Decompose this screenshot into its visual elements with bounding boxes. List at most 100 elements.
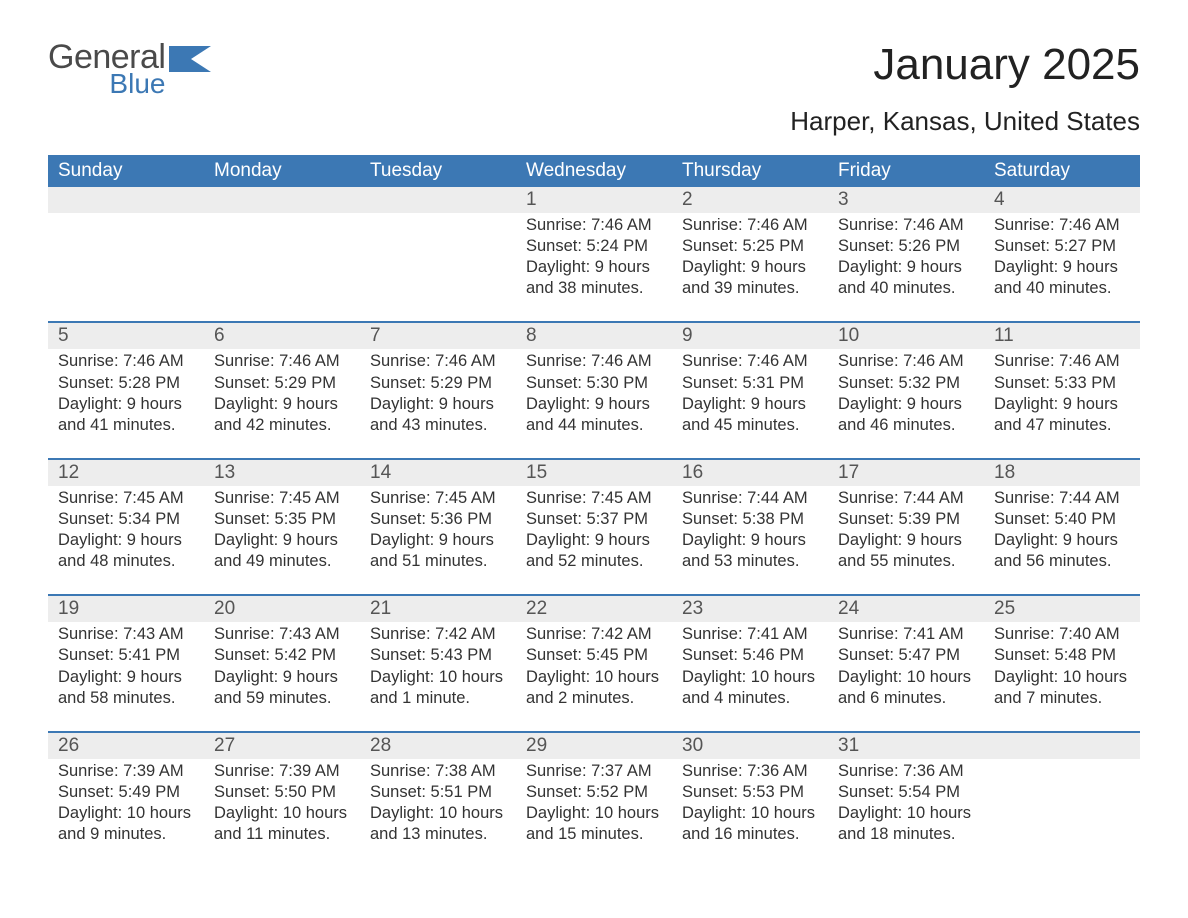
calendar-day: 15Sunrise: 7:45 AMSunset: 5:37 PMDayligh… [516, 459, 672, 595]
sunrise-line: Sunrise: 7:44 AM [682, 488, 818, 509]
sunrise-line: Sunrise: 7:44 AM [838, 488, 974, 509]
calendar-day: 23Sunrise: 7:41 AMSunset: 5:46 PMDayligh… [672, 595, 828, 731]
daylight-line: Daylight: 9 hours and 43 minutes. [370, 394, 506, 436]
sunset-line: Sunset: 5:54 PM [838, 782, 974, 803]
day-body: Sunrise: 7:43 AMSunset: 5:41 PMDaylight:… [48, 622, 204, 730]
sunset-line: Sunset: 5:39 PM [838, 509, 974, 530]
daylight-line: Daylight: 10 hours and 7 minutes. [994, 667, 1130, 709]
day-number: 13 [204, 460, 360, 486]
sunrise-line: Sunrise: 7:37 AM [526, 761, 662, 782]
weekday-header: Tuesday [360, 155, 516, 187]
day-number: 12 [48, 460, 204, 486]
day-body: Sunrise: 7:44 AMSunset: 5:40 PMDaylight:… [984, 486, 1140, 594]
daylight-line: Daylight: 9 hours and 42 minutes. [214, 394, 350, 436]
daylight-line: Daylight: 10 hours and 4 minutes. [682, 667, 818, 709]
day-number: 5 [48, 323, 204, 349]
location-subtitle: Harper, Kansas, United States [48, 106, 1140, 137]
sunset-line: Sunset: 5:38 PM [682, 509, 818, 530]
calendar-day: 24Sunrise: 7:41 AMSunset: 5:47 PMDayligh… [828, 595, 984, 731]
sunset-line: Sunset: 5:50 PM [214, 782, 350, 803]
day-number: 22 [516, 596, 672, 622]
day-number: 24 [828, 596, 984, 622]
day-number [360, 187, 516, 213]
calendar-day: 18Sunrise: 7:44 AMSunset: 5:40 PMDayligh… [984, 459, 1140, 595]
daylight-line: Daylight: 10 hours and 1 minute. [370, 667, 506, 709]
sunrise-line: Sunrise: 7:46 AM [526, 215, 662, 236]
daylight-line: Daylight: 9 hours and 44 minutes. [526, 394, 662, 436]
day-body: Sunrise: 7:44 AMSunset: 5:38 PMDaylight:… [672, 486, 828, 594]
daylight-line: Daylight: 9 hours and 59 minutes. [214, 667, 350, 709]
day-body: Sunrise: 7:46 AMSunset: 5:30 PMDaylight:… [516, 349, 672, 457]
calendar-day-empty [984, 732, 1140, 867]
day-body: Sunrise: 7:37 AMSunset: 5:52 PMDaylight:… [516, 759, 672, 867]
sunrise-line: Sunrise: 7:41 AM [838, 624, 974, 645]
calendar-day: 27Sunrise: 7:39 AMSunset: 5:50 PMDayligh… [204, 732, 360, 867]
calendar-day: 19Sunrise: 7:43 AMSunset: 5:41 PMDayligh… [48, 595, 204, 731]
daylight-line: Daylight: 9 hours and 52 minutes. [526, 530, 662, 572]
day-number: 14 [360, 460, 516, 486]
sunrise-line: Sunrise: 7:39 AM [58, 761, 194, 782]
sunset-line: Sunset: 5:37 PM [526, 509, 662, 530]
weekday-header: Sunday [48, 155, 204, 187]
daylight-line: Daylight: 9 hours and 40 minutes. [838, 257, 974, 299]
calendar-week: 5Sunrise: 7:46 AMSunset: 5:28 PMDaylight… [48, 322, 1140, 458]
day-number: 7 [360, 323, 516, 349]
day-number: 16 [672, 460, 828, 486]
day-number: 19 [48, 596, 204, 622]
day-body: Sunrise: 7:36 AMSunset: 5:54 PMDaylight:… [828, 759, 984, 867]
daylight-line: Daylight: 10 hours and 15 minutes. [526, 803, 662, 845]
calendar-day: 17Sunrise: 7:44 AMSunset: 5:39 PMDayligh… [828, 459, 984, 595]
day-body [204, 213, 360, 321]
sunset-line: Sunset: 5:46 PM [682, 645, 818, 666]
sunrise-line: Sunrise: 7:36 AM [838, 761, 974, 782]
logo: General Blue [48, 40, 211, 98]
day-number: 1 [516, 187, 672, 213]
calendar-week: 1Sunrise: 7:46 AMSunset: 5:24 PMDaylight… [48, 187, 1140, 322]
day-number [48, 187, 204, 213]
sunset-line: Sunset: 5:45 PM [526, 645, 662, 666]
sunrise-line: Sunrise: 7:42 AM [526, 624, 662, 645]
calendar-day: 30Sunrise: 7:36 AMSunset: 5:53 PMDayligh… [672, 732, 828, 867]
day-number [984, 733, 1140, 759]
weekday-header: Thursday [672, 155, 828, 187]
day-number: 4 [984, 187, 1140, 213]
calendar-day: 5Sunrise: 7:46 AMSunset: 5:28 PMDaylight… [48, 322, 204, 458]
sunset-line: Sunset: 5:29 PM [370, 373, 506, 394]
day-body: Sunrise: 7:46 AMSunset: 5:32 PMDaylight:… [828, 349, 984, 457]
sunrise-line: Sunrise: 7:36 AM [682, 761, 818, 782]
day-body: Sunrise: 7:46 AMSunset: 5:29 PMDaylight:… [360, 349, 516, 457]
day-number: 23 [672, 596, 828, 622]
day-body [360, 213, 516, 321]
day-body: Sunrise: 7:41 AMSunset: 5:46 PMDaylight:… [672, 622, 828, 730]
day-body: Sunrise: 7:46 AMSunset: 5:24 PMDaylight:… [516, 213, 672, 321]
sunrise-line: Sunrise: 7:41 AM [682, 624, 818, 645]
sunset-line: Sunset: 5:34 PM [58, 509, 194, 530]
calendar-day: 22Sunrise: 7:42 AMSunset: 5:45 PMDayligh… [516, 595, 672, 731]
daylight-line: Daylight: 9 hours and 41 minutes. [58, 394, 194, 436]
day-body: Sunrise: 7:42 AMSunset: 5:45 PMDaylight:… [516, 622, 672, 730]
sunrise-line: Sunrise: 7:39 AM [214, 761, 350, 782]
sunset-line: Sunset: 5:41 PM [58, 645, 194, 666]
weekday-header: Monday [204, 155, 360, 187]
sunset-line: Sunset: 5:49 PM [58, 782, 194, 803]
daylight-line: Daylight: 9 hours and 51 minutes. [370, 530, 506, 572]
calendar-day: 3Sunrise: 7:46 AMSunset: 5:26 PMDaylight… [828, 187, 984, 322]
calendar-day-empty [204, 187, 360, 322]
calendar-day: 13Sunrise: 7:45 AMSunset: 5:35 PMDayligh… [204, 459, 360, 595]
sunset-line: Sunset: 5:25 PM [682, 236, 818, 257]
daylight-line: Daylight: 9 hours and 40 minutes. [994, 257, 1130, 299]
daylight-line: Daylight: 9 hours and 46 minutes. [838, 394, 974, 436]
sunset-line: Sunset: 5:29 PM [214, 373, 350, 394]
calendar-day: 31Sunrise: 7:36 AMSunset: 5:54 PMDayligh… [828, 732, 984, 867]
sunrise-line: Sunrise: 7:40 AM [994, 624, 1130, 645]
daylight-line: Daylight: 9 hours and 55 minutes. [838, 530, 974, 572]
day-body: Sunrise: 7:45 AMSunset: 5:37 PMDaylight:… [516, 486, 672, 594]
sunset-line: Sunset: 5:26 PM [838, 236, 974, 257]
sunset-line: Sunset: 5:52 PM [526, 782, 662, 803]
sunrise-line: Sunrise: 7:46 AM [58, 351, 194, 372]
day-number: 26 [48, 733, 204, 759]
calendar-day: 14Sunrise: 7:45 AMSunset: 5:36 PMDayligh… [360, 459, 516, 595]
day-body: Sunrise: 7:46 AMSunset: 5:27 PMDaylight:… [984, 213, 1140, 321]
day-body: Sunrise: 7:43 AMSunset: 5:42 PMDaylight:… [204, 622, 360, 730]
day-number: 20 [204, 596, 360, 622]
